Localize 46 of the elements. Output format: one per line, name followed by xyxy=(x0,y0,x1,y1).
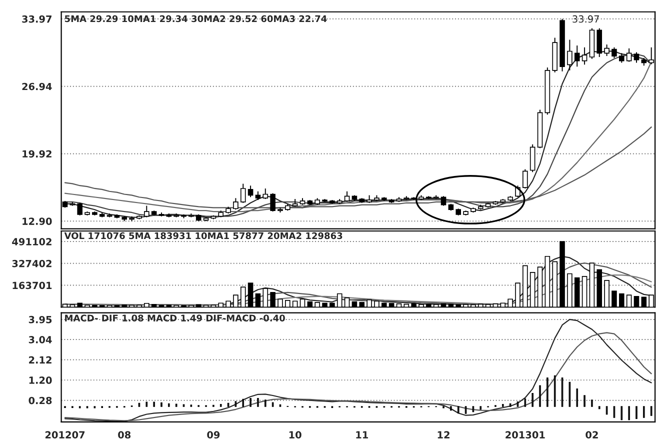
candlestick xyxy=(612,46,617,58)
x-tick-label: 02 xyxy=(586,431,598,439)
x-tick-label: 201301 xyxy=(506,431,545,439)
candlestick xyxy=(144,205,150,218)
candlestick xyxy=(440,196,446,206)
y-tick-label: 163701 xyxy=(12,282,52,290)
candlestick xyxy=(262,188,268,200)
y-tick-label: 12.90 xyxy=(22,218,52,225)
x-tick-label: 08 xyxy=(118,431,131,439)
candlestick xyxy=(604,44,610,57)
chart-title: VOL 171076 5MA 183931 10MA1 57877 20MA2 129863 xyxy=(64,232,342,240)
candlestick xyxy=(567,39,572,71)
x-tick-label: 11 xyxy=(356,431,368,438)
candlestick xyxy=(574,44,580,68)
x-tick-label: 10 xyxy=(289,431,302,439)
x-tick-label: 201207 xyxy=(45,431,85,439)
candlestick xyxy=(634,52,640,64)
annotation: 33.97 xyxy=(572,15,599,23)
chart-title: 5MA 29.29 10MA1 29.34 30MA2 29.52 60MA3 22.74 xyxy=(64,15,327,22)
candlestick xyxy=(596,28,602,58)
candlestick xyxy=(248,185,254,198)
y-tick-label: 19.92 xyxy=(22,150,52,158)
y-tick-label: 0.28 xyxy=(28,396,52,404)
chart-title: MACD- DIF 1.08 MACD 1.49 DIF-MACD -0.40 xyxy=(65,314,285,322)
x-tick-label: 12 xyxy=(438,431,450,438)
x-tick-label: 09 xyxy=(207,431,220,439)
candlestick xyxy=(530,144,536,173)
candlestick xyxy=(233,198,238,210)
y-tick-label: 3.04 xyxy=(28,336,52,344)
candlestick xyxy=(77,202,82,216)
candlestick xyxy=(344,190,350,202)
candlestick xyxy=(270,192,276,212)
candlestick xyxy=(582,46,588,66)
candlestick xyxy=(626,48,632,62)
y-tick-label: 327402 xyxy=(12,260,52,268)
candlestick xyxy=(240,183,246,204)
y-tick-label: 26.94 xyxy=(22,82,52,90)
candlestick xyxy=(619,52,624,64)
y-tick-label: 1.20 xyxy=(29,376,52,384)
y-tick-label: 491102 xyxy=(12,238,52,246)
y-tick-label: 2.12 xyxy=(29,356,52,364)
line-series xyxy=(64,126,652,208)
y-tick-label: 33.97 xyxy=(22,15,52,23)
y-tick-label: 3.95 xyxy=(28,316,52,324)
candlestick xyxy=(522,168,528,189)
line-series xyxy=(64,274,652,306)
